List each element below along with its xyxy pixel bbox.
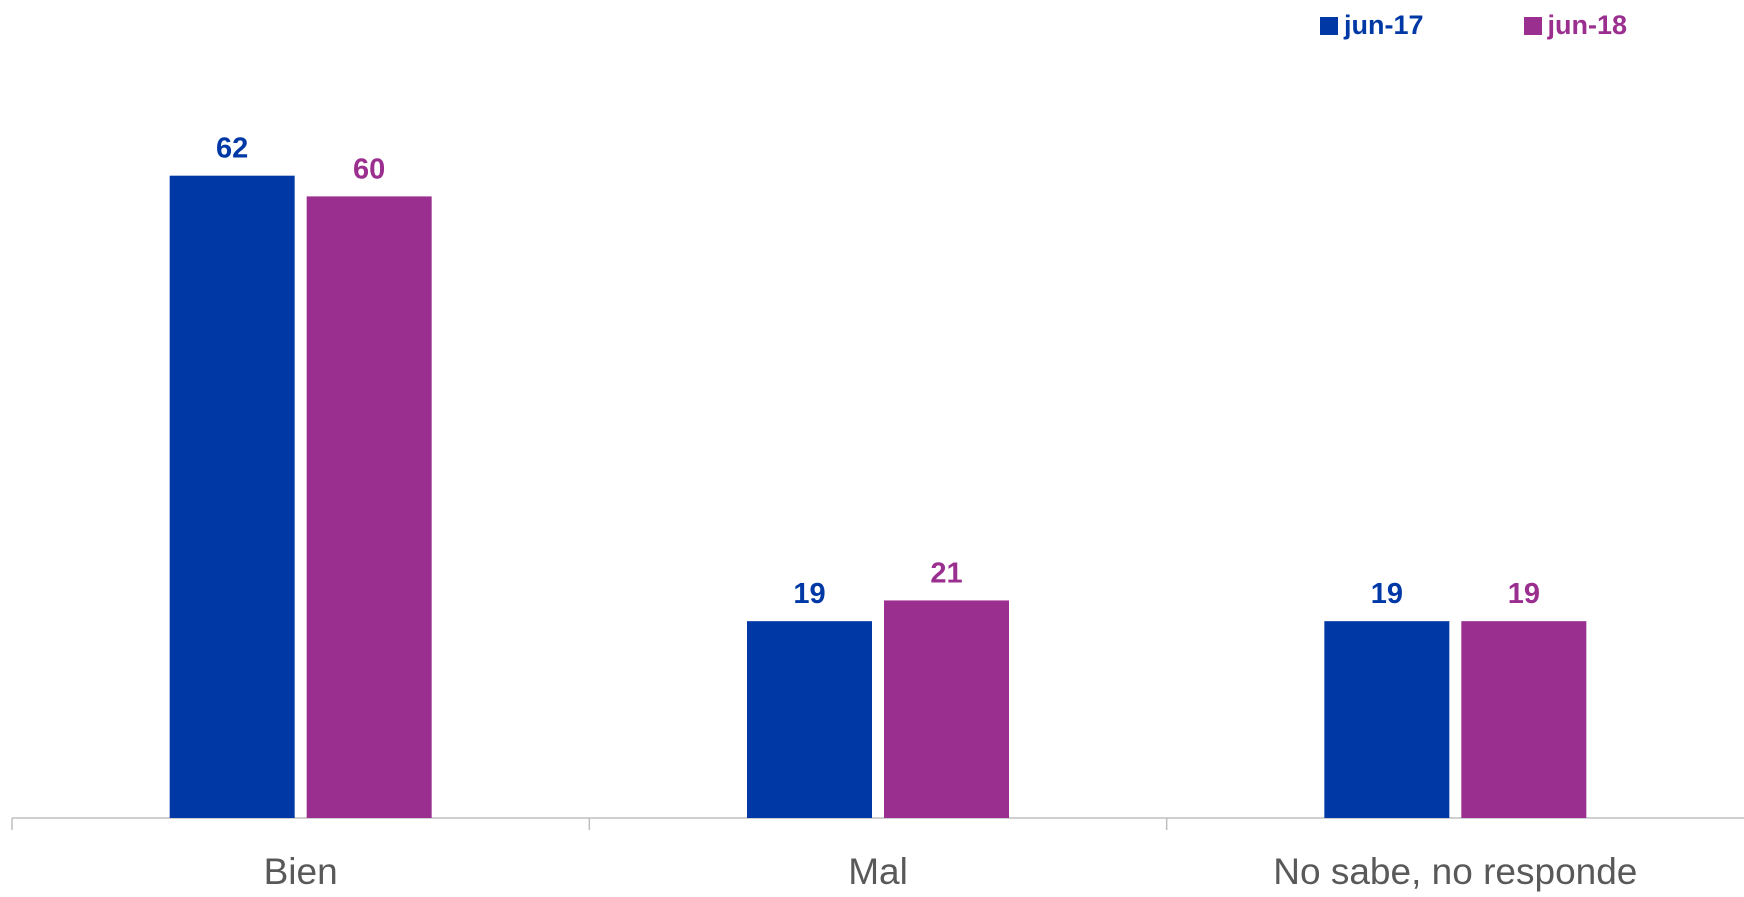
legend-item-jun-17: jun-17 bbox=[1320, 10, 1424, 41]
bar-jun-18-1 bbox=[884, 600, 1009, 818]
data-label-jun-18-2: 19 bbox=[1508, 578, 1540, 610]
data-label-jun-18-0: 60 bbox=[353, 153, 385, 185]
data-label-jun-17-0: 62 bbox=[216, 133, 248, 165]
x-tick-label-1: Mal bbox=[848, 851, 908, 892]
x-tick-label-2: No sabe, no responde bbox=[1273, 851, 1637, 892]
legend-label-jun-17: jun-17 bbox=[1344, 10, 1424, 40]
data-label-jun-17-2: 19 bbox=[1371, 578, 1403, 610]
bar-jun-18-2 bbox=[1461, 621, 1587, 818]
legend-swatch-jun-18 bbox=[1523, 16, 1542, 35]
legend-item-jun-18: jun-18 bbox=[1523, 10, 1628, 41]
bar-jun-17-0 bbox=[169, 175, 295, 818]
x-tick-label-0: Bien bbox=[264, 851, 338, 892]
data-label-jun-18-1: 21 bbox=[930, 557, 962, 589]
bar-jun-18-0 bbox=[306, 196, 432, 818]
legend: jun-17 jun-18 bbox=[1320, 10, 1627, 41]
bar-jun-17-1 bbox=[747, 621, 872, 818]
legend-swatch-jun-17 bbox=[1320, 16, 1338, 35]
data-label-jun-17-1: 19 bbox=[793, 578, 825, 610]
legend-label-jun-18: jun-18 bbox=[1547, 10, 1628, 40]
bar-jun-17-2 bbox=[1324, 621, 1450, 818]
